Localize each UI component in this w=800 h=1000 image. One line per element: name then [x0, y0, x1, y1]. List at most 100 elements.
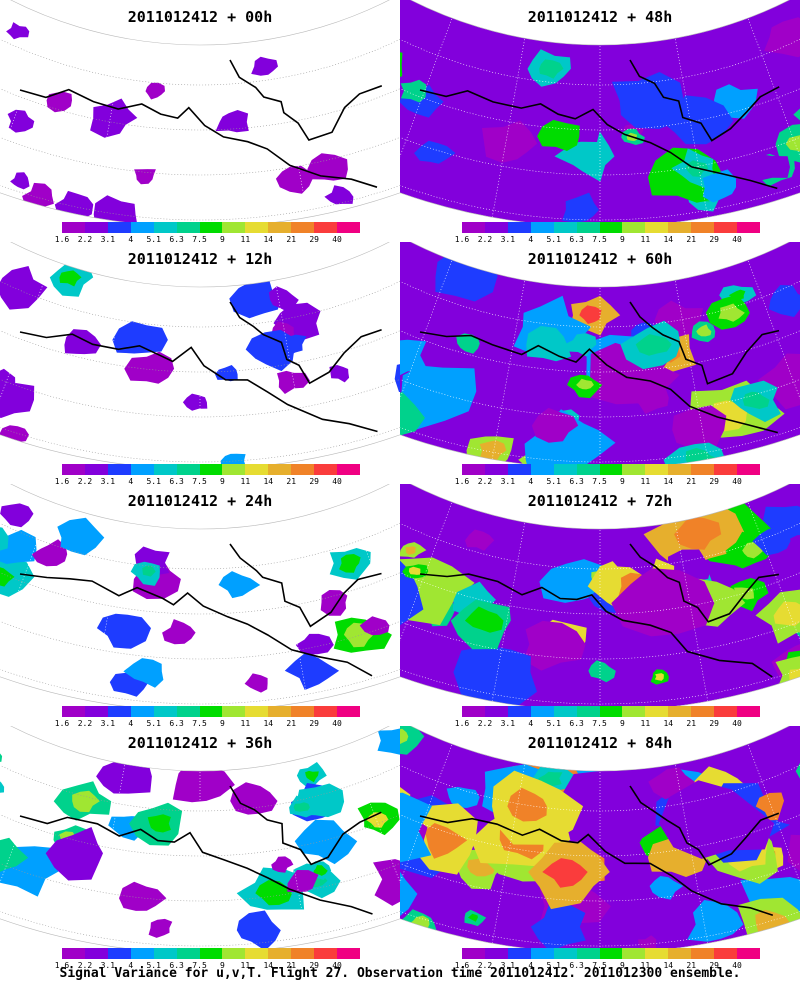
colorbar-swatch — [622, 222, 646, 233]
colorbar-label: 14 — [263, 477, 274, 486]
colorbar-swatch — [107, 464, 131, 475]
colorbar-swatch — [714, 222, 738, 233]
variance-contour — [773, 601, 800, 627]
variance-contour — [674, 515, 722, 550]
colorbar-label: 1.6 — [454, 961, 470, 970]
variance-contour — [400, 79, 427, 103]
colorbar-swatch — [62, 948, 85, 959]
colorbar-label: 7.5 — [592, 235, 607, 244]
colorbar-label: 21 — [286, 961, 297, 970]
variance-contour — [251, 56, 278, 76]
variance-contour — [90, 98, 138, 138]
variance-contour — [400, 728, 409, 747]
variance-contour — [453, 646, 537, 707]
map-outline — [0, 484, 400, 712]
parallel-line — [400, 607, 800, 705]
colorbar-swatch — [222, 948, 246, 959]
colorbar-label: 9 — [220, 961, 225, 970]
colorbar-label: 7.5 — [192, 719, 207, 728]
colorbar-label: 21 — [686, 961, 697, 970]
colorbar-swatch — [314, 706, 338, 717]
colorbar-label: 2.2 — [77, 235, 93, 244]
variance-contour — [752, 526, 791, 556]
colorbar: 1.6 2.2 3.1 4 5.1 6.3 7.5 9 11 14 21 29 40 — [55, 222, 360, 244]
variance-contour — [96, 758, 152, 794]
colorbar: 1.6 2.2 3.1 4 5.1 6.3 7.5 9 11 14 21 29 40 — [455, 948, 760, 970]
colorbar-label: 6.3 — [569, 961, 584, 970]
colorbar-swatch — [199, 464, 223, 475]
colorbar-swatch — [645, 706, 669, 717]
map-panel-0h: 2011012412 + 00h 1.6 2.2 3.1 4 5.1 6.3 7.5 9 11 14… — [0, 0, 400, 245]
colorbar-swatch — [622, 948, 646, 959]
map-panel-12h: 2011012412 + 12h 1.6 2.2 3.1 4 5.1 6.3 7.5 9 11 14… — [0, 242, 400, 487]
colorbar-label: 2.2 — [477, 477, 493, 486]
colorbar-swatch — [337, 706, 360, 717]
variance-contour — [507, 787, 547, 822]
variance-contour — [554, 131, 615, 182]
colorbar-label: 40 — [332, 961, 342, 970]
colorbar-label: 6.3 — [169, 235, 184, 244]
colorbar-swatch — [153, 464, 177, 475]
variance-contour — [718, 303, 745, 322]
map-panel-48h: 2011012412 + 48h 1.6 2.2 3.1 4 5.1 6.3 7.5 9 11 14… — [400, 0, 800, 245]
colorbar-label: 29 — [709, 961, 719, 970]
parallel-line — [0, 849, 400, 947]
variance-contour — [275, 165, 313, 194]
colorbar-swatch — [599, 706, 623, 717]
colorbar-label: 11 — [240, 719, 251, 728]
colorbar: 1.6 2.2 3.1 4 5.1 6.3 7.5 9 11 14 21 29 40 — [455, 222, 760, 244]
colorbar-swatch — [714, 706, 738, 717]
map-outline — [400, 484, 800, 712]
coastline — [229, 59, 383, 141]
variance-contour — [10, 172, 30, 190]
variance-contour — [696, 324, 712, 337]
colorbar-swatch — [107, 706, 131, 717]
colorbar-label: 40 — [332, 719, 342, 728]
meridian-line — [271, 18, 312, 227]
meridian-line — [400, 0, 460, 208]
variance-contour — [465, 529, 495, 551]
variance-contour — [660, 95, 734, 145]
variance-contour — [702, 169, 736, 203]
colorbar-label: 4 — [528, 719, 534, 728]
colorbar-swatch — [576, 464, 600, 475]
colorbar-label: 29 — [309, 719, 319, 728]
colorbar-label: 14 — [263, 235, 274, 244]
variance-contour — [777, 771, 800, 832]
variance-contour — [424, 823, 468, 859]
colorbar-label: 40 — [732, 477, 742, 486]
variance-contour — [400, 557, 475, 626]
colorbar-label: 9 — [220, 719, 225, 728]
variance-contour — [611, 568, 715, 637]
map-outline — [0, 726, 400, 954]
colorbar-swatch — [737, 464, 760, 475]
colorbar-swatch — [245, 706, 269, 717]
colorbar-swatch — [130, 706, 154, 717]
panel-title: 2011012412 + 12h — [127, 250, 273, 268]
panel-title: 2011012412 + 36h — [127, 734, 273, 752]
colorbar-label: 4 — [528, 235, 534, 244]
variance-contour — [789, 667, 800, 686]
meridian-line — [671, 18, 712, 227]
colorbar-label: 7.5 — [592, 719, 607, 728]
variance-contour — [45, 827, 103, 881]
colorbar-label: 1.6 — [54, 477, 70, 486]
colorbar-label: 14 — [663, 961, 674, 970]
colorbar-swatch — [737, 948, 760, 959]
colorbar-swatch — [176, 464, 200, 475]
colorbar-swatch — [268, 948, 292, 959]
colorbar-swatch — [84, 222, 108, 233]
colorbar-swatch — [245, 464, 269, 475]
variance-contour — [635, 334, 672, 356]
meridian-line — [271, 502, 312, 711]
variance-contour — [611, 72, 684, 129]
colorbar-label: 40 — [332, 235, 342, 244]
colorbar-swatch — [553, 948, 577, 959]
colorbar-swatch — [714, 948, 738, 959]
colorbar-swatch — [530, 222, 554, 233]
variance-contour — [537, 119, 580, 151]
variance-contour — [400, 547, 424, 627]
meridian-line — [271, 744, 312, 953]
variance-contour — [757, 353, 800, 410]
variance-contour — [785, 134, 800, 155]
